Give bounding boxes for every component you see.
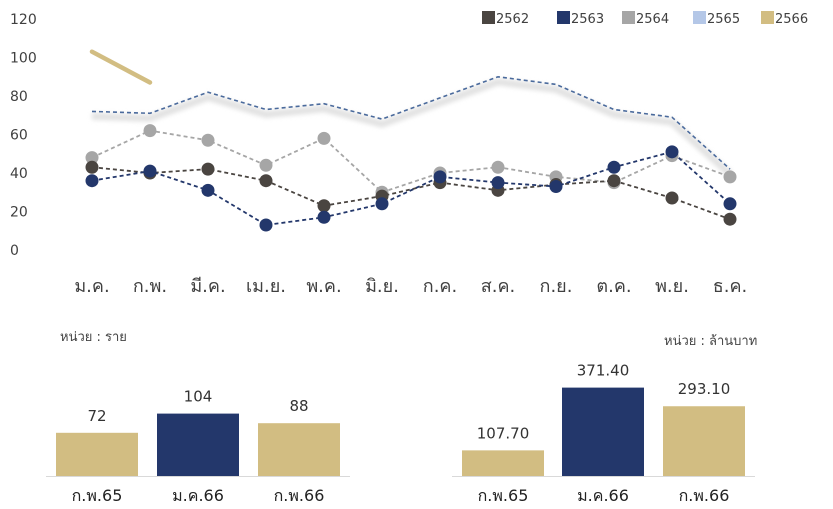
legend: 2562 2563 2564 2565 2566 bbox=[482, 11, 808, 27]
data-point bbox=[85, 160, 99, 174]
bar-category-label: ม.ค.66 bbox=[577, 486, 629, 505]
series-line bbox=[91, 129, 731, 194]
bar-value-label: 107.70 bbox=[477, 424, 530, 442]
y-tick-label: 120 bbox=[10, 12, 37, 28]
bar-chart-cases: 72 ก.พ.65 104 ม.ค.66 88 ก.พ.66 bbox=[46, 388, 350, 505]
data-point bbox=[143, 164, 157, 178]
data-point bbox=[317, 199, 331, 213]
bar-value-label: 88 bbox=[289, 397, 308, 415]
bar-value-label: 371.40 bbox=[577, 362, 630, 380]
x-tick-label: เม.ย. bbox=[246, 276, 286, 297]
x-axis-ticks: ม.ค. ก.พ. มี.ค. เม.ย. พ.ค. มิ.ย. ก.ค. ส.ค. ก.ย. ต… bbox=[74, 276, 747, 297]
y-tick-label: 100 bbox=[10, 51, 37, 67]
data-point bbox=[433, 170, 447, 184]
series-line bbox=[89, 49, 153, 85]
unit-label-cases: หน่วย : ราย bbox=[60, 330, 127, 345]
data-point bbox=[317, 131, 331, 145]
x-tick-label: ต.ค. bbox=[596, 276, 631, 297]
bar-value-label: 72 bbox=[87, 407, 106, 425]
x-tick-label: ธ.ค. bbox=[713, 276, 747, 297]
bar bbox=[462, 450, 544, 476]
y-tick-label: 40 bbox=[10, 166, 28, 182]
y-tick-label: 20 bbox=[10, 205, 28, 221]
data-point bbox=[491, 176, 505, 190]
series-line bbox=[91, 166, 731, 221]
x-tick-label: ก.พ. bbox=[133, 276, 167, 297]
data-point bbox=[723, 197, 737, 211]
legend-swatch-2562 bbox=[482, 11, 495, 24]
x-tick-label: พ.ย. bbox=[655, 276, 689, 297]
data-point bbox=[723, 170, 737, 184]
bar bbox=[663, 406, 745, 476]
legend-label-2562: 2562 bbox=[496, 12, 529, 27]
data-point bbox=[549, 179, 563, 193]
data-point bbox=[201, 133, 215, 147]
series-2564 bbox=[85, 124, 737, 199]
bar bbox=[56, 432, 138, 476]
data-point bbox=[259, 158, 273, 172]
bar-value-label: 293.10 bbox=[678, 380, 731, 398]
data-point bbox=[375, 197, 389, 211]
x-tick-label: ม.ค. bbox=[74, 276, 109, 297]
data-point bbox=[491, 160, 505, 174]
series-line bbox=[91, 75, 731, 170]
bar-category-label: ก.พ.66 bbox=[274, 486, 325, 505]
x-tick-label: ส.ค. bbox=[481, 276, 515, 297]
y-tick-label: 80 bbox=[10, 89, 28, 105]
series-line bbox=[91, 150, 731, 226]
bar-category-label: ก.พ.66 bbox=[679, 486, 730, 505]
x-tick-label: ก.ค. bbox=[423, 276, 457, 297]
x-tick-label: ก.ย. bbox=[540, 276, 573, 297]
legend-label-2563: 2563 bbox=[571, 12, 604, 27]
data-point bbox=[607, 160, 621, 174]
x-tick-label: มี.ค. bbox=[190, 276, 225, 297]
data-point bbox=[85, 174, 99, 188]
bar bbox=[258, 423, 340, 476]
data-point bbox=[317, 210, 331, 224]
data-point bbox=[85, 151, 99, 165]
series-2563 bbox=[85, 145, 737, 232]
data-point bbox=[201, 183, 215, 197]
bar-category-label: ก.พ.65 bbox=[72, 486, 123, 505]
data-point bbox=[259, 174, 273, 188]
x-tick-label: มิ.ย. bbox=[365, 276, 399, 297]
series-2565 bbox=[91, 75, 733, 177]
bar-value-label: 104 bbox=[184, 388, 213, 406]
series-2562 bbox=[85, 160, 737, 226]
legend-swatch-2566 bbox=[761, 11, 774, 24]
monthly-line-chart: 0 20 40 60 80 100 120 ม.ค. ก.พ. มี.ค. เม.ย. พ.ค. มิ… bbox=[10, 11, 808, 297]
y-tick-label: 0 bbox=[10, 243, 19, 259]
legend-label-2566: 2566 bbox=[775, 12, 808, 27]
legend-swatch-2565 bbox=[693, 11, 706, 24]
y-axis-ticks: 0 20 40 60 80 100 120 bbox=[10, 12, 37, 259]
data-point bbox=[723, 212, 737, 226]
legend-swatch-2564 bbox=[622, 11, 635, 24]
bar-category-label: ก.พ.65 bbox=[478, 486, 529, 505]
y-tick-label: 60 bbox=[10, 128, 28, 144]
bar-chart-value: 107.70 ก.พ.65 371.40 ม.ค.66 293.10 ก.พ.66 bbox=[452, 362, 755, 505]
data-point bbox=[607, 174, 621, 188]
bar bbox=[157, 413, 239, 476]
bar bbox=[562, 387, 644, 476]
data-point bbox=[665, 191, 679, 205]
series-layer bbox=[85, 49, 737, 232]
unit-label-value: หน่วย : ล้านบาท bbox=[664, 334, 758, 349]
legend-label-2564: 2564 bbox=[636, 12, 669, 27]
data-point bbox=[259, 218, 273, 232]
series-shadow bbox=[91, 78, 733, 177]
legend-label-2565: 2565 bbox=[707, 12, 740, 27]
data-point bbox=[143, 124, 157, 138]
data-point bbox=[201, 162, 215, 176]
series-2566 bbox=[89, 49, 153, 85]
legend-swatch-2563 bbox=[557, 11, 570, 24]
data-point bbox=[665, 145, 679, 159]
bar-category-label: ม.ค.66 bbox=[172, 486, 224, 505]
x-tick-label: พ.ค. bbox=[306, 276, 341, 297]
